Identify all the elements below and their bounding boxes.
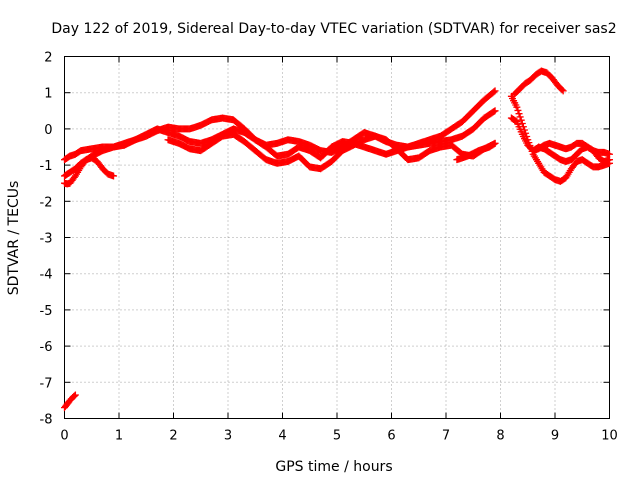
x-tick-label: 1: [115, 429, 123, 444]
x-tick-label: 2: [169, 429, 177, 444]
y-tick-label: -4: [40, 268, 53, 283]
data-point: [514, 106, 522, 114]
data-point: [516, 113, 524, 121]
y-tick-label: -6: [40, 340, 53, 355]
data-point: [491, 87, 499, 95]
y-tick-label: -8: [40, 413, 53, 428]
data-point: [515, 110, 523, 118]
data-point: [490, 108, 498, 116]
data-point: [517, 116, 525, 124]
x-tick-label: 4: [278, 429, 286, 444]
data-point: [491, 139, 499, 147]
x-tick-label: 5: [333, 429, 341, 444]
data-point: [558, 86, 566, 94]
x-tick-label: 8: [496, 429, 504, 444]
data-point: [71, 391, 79, 399]
x-tick-label: 0: [60, 429, 68, 444]
series-sat-g: [507, 114, 613, 158]
data-point: [513, 103, 521, 111]
x-tick-label: 6: [387, 429, 395, 444]
data-point: [110, 172, 118, 180]
data-point: [491, 107, 499, 115]
x-tick-label: 9: [551, 429, 559, 444]
series-sat-h: [529, 143, 613, 165]
y-tick-label: 2: [44, 51, 52, 66]
series-sat-e: [510, 67, 567, 99]
x-tick-label: 7: [442, 429, 450, 444]
series-sat-i: [453, 139, 499, 164]
x-tick-label: 10: [601, 429, 618, 444]
data-point: [490, 140, 498, 148]
y-tick-label: -7: [40, 376, 53, 391]
data-point: [70, 392, 78, 400]
series-sat-c: [61, 154, 118, 188]
y-tick-label: 1: [44, 87, 52, 102]
chart-title: Day 122 of 2019, Sidereal Day-to-day VTE…: [51, 21, 616, 37]
grid: [64, 56, 610, 419]
y-tick-label: -5: [40, 304, 53, 319]
y-tick-label: 0: [44, 123, 52, 138]
data-point: [559, 87, 567, 95]
data-point: [490, 88, 498, 96]
y-tick-label: -2: [40, 195, 53, 210]
series-sat-d: [164, 130, 499, 173]
data-point: [518, 119, 526, 127]
y-axis-label: SDTVAR / TECUs: [6, 181, 22, 296]
series-sat-j: [61, 391, 79, 412]
data-point: [606, 156, 613, 164]
y-tick-label: -1: [40, 159, 53, 174]
data-points: [61, 67, 613, 412]
y-tick-label: -3: [40, 232, 53, 247]
x-tick-label: 3: [224, 429, 232, 444]
x-axis-label: GPS time / hours: [275, 459, 392, 475]
